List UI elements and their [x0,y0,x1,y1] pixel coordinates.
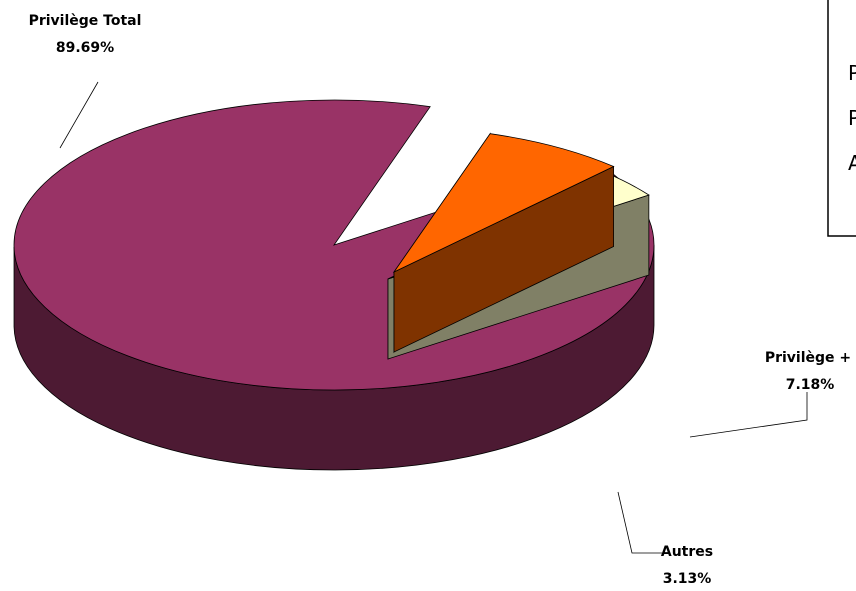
label-privilege-total-value: 89.69% [56,40,114,56]
legend-entry-1: P [848,61,856,85]
legend-entry-2: P [848,106,856,130]
leader-privilege-total [59,81,99,149]
label-autres-value: 3.13% [663,571,712,587]
pie-slices [13,99,655,471]
legend: P P A [827,0,856,237]
slice-top [392,133,615,274]
leader-autres [617,491,662,554]
label-privilege-plus-value: 7.18% [786,377,835,393]
label-privilege-total-name: Privilège Total [29,13,142,29]
slice-privil-ge [392,132,615,354]
legend-box [827,0,856,237]
leader-privilege-plus [689,392,808,438]
label-privilege-plus-name: Privilège + [765,350,851,366]
label-autres-name: Autres [661,544,713,560]
legend-entry-3: A [848,151,856,175]
leader-lines [59,81,808,554]
